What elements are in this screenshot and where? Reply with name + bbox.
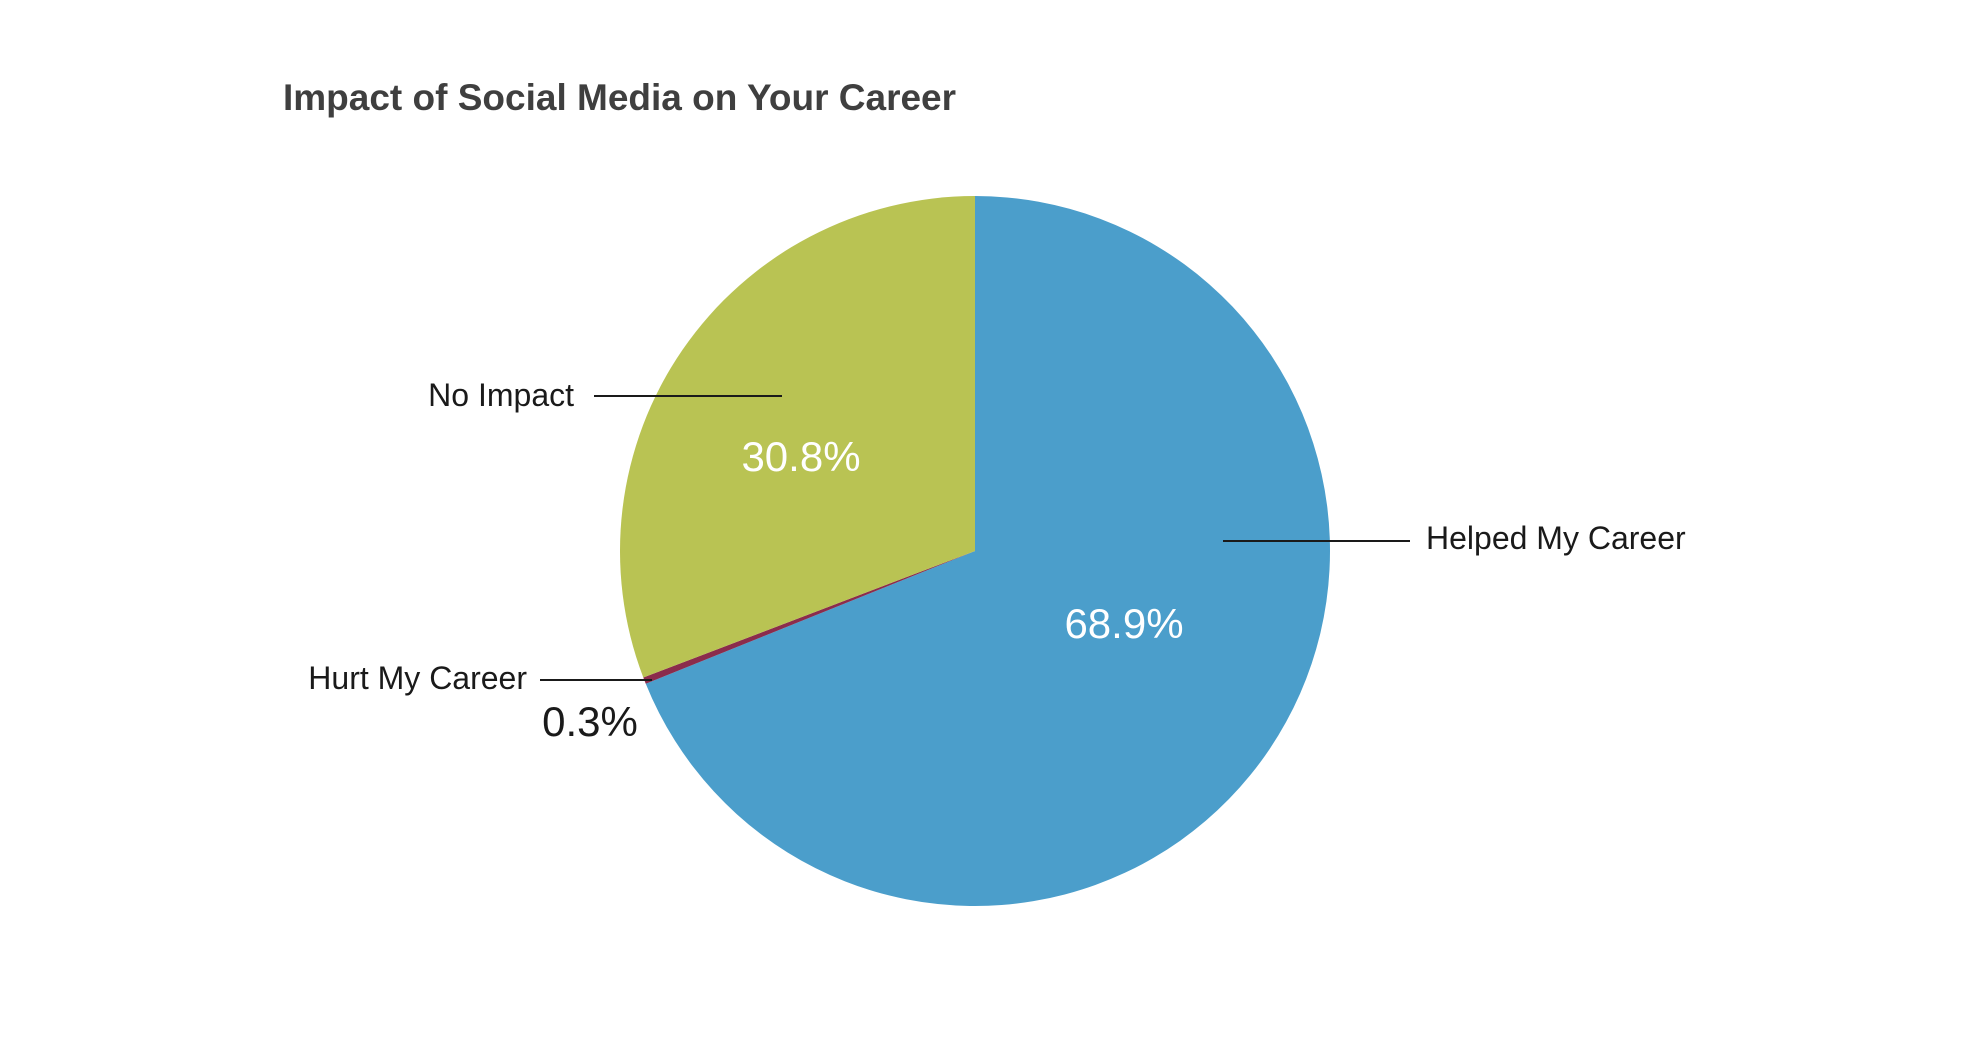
pie-slice-no-impact (619, 196, 975, 678)
value-label-hurt: 0.3% (542, 698, 638, 745)
value-label-helped: 68.9% (1064, 600, 1183, 647)
pie-slice-helped-my-career (645, 196, 1331, 906)
value-label-no-impact: 30.8% (741, 433, 860, 480)
category-label-no-impact: No Impact (428, 377, 574, 413)
pie-slice-hurt-my-career (643, 551, 975, 684)
labels-layer: Helped My Career 68.9% No Impact 30.8% H… (308, 377, 1686, 745)
category-label-helped: Helped My Career (1426, 520, 1686, 556)
slices-layer (619, 196, 1331, 906)
category-label-hurt: Hurt My Career (308, 660, 527, 696)
chart-title: Impact of Social Media on Your Career (283, 77, 956, 118)
